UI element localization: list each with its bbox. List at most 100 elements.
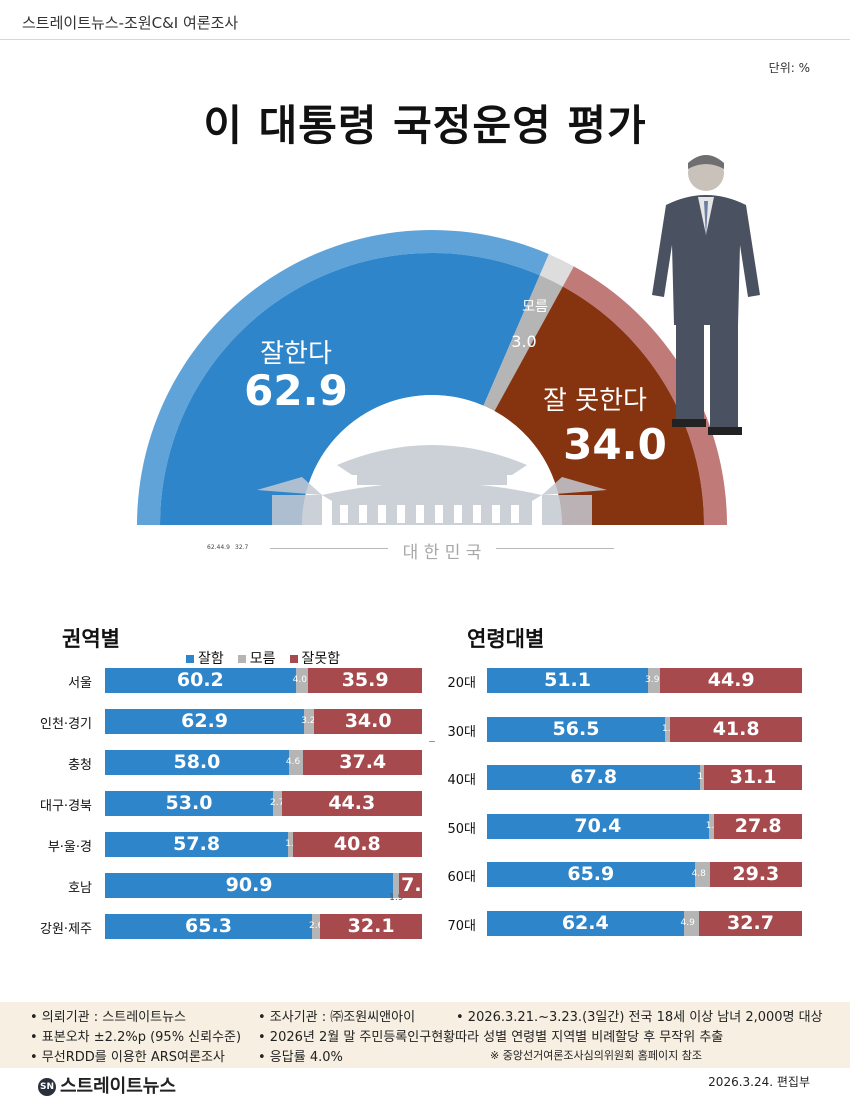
bar-segment-disapprove [292,832,422,857]
bar-segment-approve [105,873,394,898]
unit-label: 단위: % [768,61,810,75]
category-label: 충청 [68,758,92,773]
small-dash [429,741,435,742]
bar-segment-approve [105,914,312,939]
bar-segment-disapprove [709,862,802,887]
news-logo: SN 스트레이트뉴스 [38,1076,176,1097]
bar-row: 67.81.231.1 [487,765,802,790]
gauge-slice-unknown [483,275,563,412]
category-label: 20대 [447,676,476,691]
bar-value-unknown: 1.4 [285,832,299,857]
bar-value-approve: 62.4 [561,911,609,934]
bar-value-approve: 51.1 [544,669,591,691]
bar-value-disapprove: 37.4 [339,751,387,773]
gauge-slice-approve-edge [137,230,549,525]
president-photo [652,155,760,435]
bar-row: 51.1 3.9 44.9 [487,668,802,693]
bar-value-disapprove: 44.3 [328,792,376,814]
caption-line-left [270,548,388,549]
gauge-slice-approve [160,252,540,525]
footer-method: • 무선RDD를 이용한 ARS여론조사 [30,1050,225,1065]
category-label: 60대 [447,870,476,885]
bar-segment-unknown [295,668,309,693]
bar-value-approve: 58.0 [173,751,221,773]
bar-segment-unknown [683,910,699,936]
chart-title: 이 대통령 국정운영 평가 [203,101,647,150]
gauge-disapprove-value: 34.0 [563,420,667,469]
bar-segment-approve [105,709,305,734]
bar-segment-unknown [304,709,315,734]
bar-row: 60.2 4.0 35.9 [105,668,422,693]
bar-value-disapprove: 40.8 [333,833,381,855]
survey-info-footer: • 의뢰기관 : 스트레이트뉴스 • 조사기관 : ㈜조원씨앤아이 • 2026… [0,1002,850,1068]
gauge-chart [137,230,727,525]
category-label: 40대 [447,773,476,788]
category-label: 대구·경북 [40,799,92,814]
bar-value-approve: 90.9 [225,874,273,896]
bar-value-approve: 70.4 [574,814,622,837]
bar-segment-approve [487,668,649,693]
bar-row: 56.5 1.7 41.8 [487,716,802,742]
footer-agency: • 조사기관 : ㈜조원씨앤아이 [258,1010,416,1025]
bar-value-approve: 60.2 [176,669,224,691]
bar-value-disapprove: 34.0 [344,710,392,732]
gauge-slice-unknown-edge [539,254,574,287]
bar-value-disapprove: 27.8 [734,814,782,837]
category-label: 50대 [447,821,476,837]
category-label: 인천·경기 [40,717,92,732]
bar-value-disapprove: 44.9 [707,669,755,691]
building-caption: 대 한 민 국 [402,543,482,563]
gauge-slice-disapprove [494,286,704,525]
survey-header: 스트레이트뉴스-조원C&I 여론조사 [22,14,239,32]
category-label: 30대 [447,724,476,740]
bar-segment-unknown [288,832,293,857]
bar-segment-disapprove [314,709,422,734]
bar-value-unknown: 4.8 [691,869,706,879]
top-bar: 스트레이트뉴스-조원C&I 여론조사 [0,0,850,40]
bar-segment-disapprove [670,716,802,742]
footer-client: • 의뢰기관 : 스트레이트뉴스 [30,1010,187,1025]
bar-value-approve: 62.9 [181,710,229,732]
bar-value-unknown: 1.9 [389,893,404,903]
bar-segment-unknown [273,791,282,816]
gauge-unknown-label: 모름 [522,299,548,315]
bar-value-approve: 67.8 [570,766,618,788]
bar-segment-disapprove [714,813,802,839]
bar-segment-approve [105,750,289,775]
bar-value-disapprove: 32.1 [347,915,395,937]
bar-value-disapprove: 31.1 [729,766,777,788]
legend: 잘함 모름 잘못함 [186,648,340,668]
bar-value-approve: 65.3 [185,915,232,937]
bar-segment-approve [487,716,665,742]
bar-value-approve: 56.5 [552,717,600,740]
bar-value-approve: 57.8 [173,833,221,855]
bar-value-disapprove: 35.9 [341,669,389,691]
bar-row: 90.9 1.9 7.2 [105,873,435,903]
bar-segment-unknown [288,750,304,775]
bar-row: 58.0 4.6 37.4 [105,750,422,775]
bar-segment-unknown [664,716,671,742]
bar-segment-unknown [648,668,661,693]
age-chart-title: 연령대별 [467,627,545,651]
bar-segment-disapprove [704,765,802,790]
bar-segment-unknown [393,873,400,898]
bar-segment-approve [487,765,701,790]
bar-value-unknown: 4.9 [680,917,695,928]
bar-value-unknown: 1.8 [705,820,721,831]
bar-value-unknown: 1.7 [661,723,677,734]
legend-item-unknown: 모름 [237,648,276,668]
bar-segment-disapprove [698,910,802,936]
bar-value-unknown: 2.6 [309,921,324,931]
gauge-tiny-text-2: 32.7 [235,544,249,551]
bar-segment-approve [105,832,289,857]
bar-value-unknown: 2.7 [270,798,285,808]
category-label: 호남 [68,881,92,896]
bar-row: 57.8 1.4 40.8 [105,832,422,857]
footer-sampling: • 2026년 2월 말 주민등록인구현황따라 성별 연령별 지역별 비례할당 … [258,1030,724,1045]
publish-date: 2026.3.24. 편집부 [708,1075,810,1089]
gauge-approve-label: 잘한다 [260,339,332,369]
logo-mark-icon: SN [38,1078,56,1096]
bar-segment-disapprove [320,914,422,939]
bar-value-disapprove: 41.8 [712,717,760,740]
bar-value-unknown: 3.2 [301,716,316,726]
